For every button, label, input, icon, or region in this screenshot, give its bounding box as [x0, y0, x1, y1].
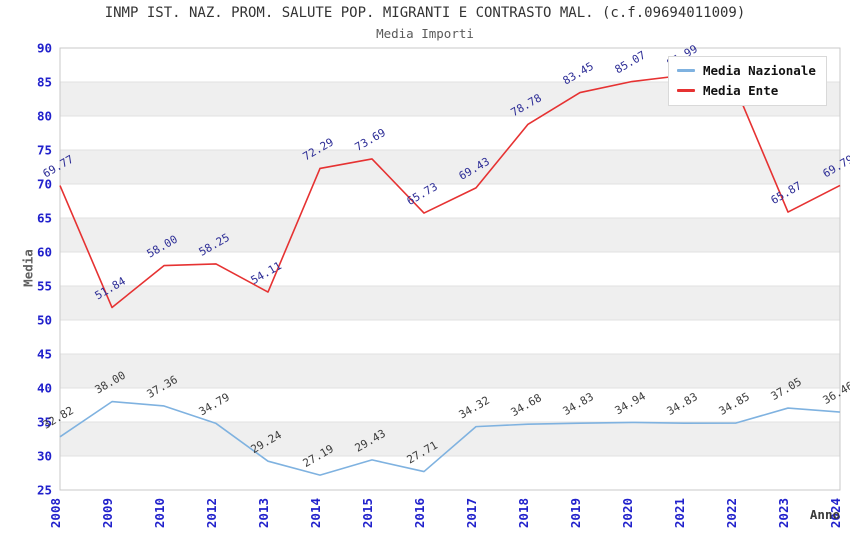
grid-band	[60, 422, 840, 456]
x-tick-label: 2015	[360, 498, 375, 528]
y-tick-label: 40	[37, 381, 52, 396]
x-tick-label: 2008	[48, 498, 63, 528]
legend-item-media-ente: Media Ente	[677, 83, 816, 98]
x-tick-label: 2009	[100, 498, 115, 528]
data-label-nazionale: 34.83	[665, 390, 700, 418]
x-tick-label: 2017	[464, 498, 479, 528]
y-tick-label: 35	[37, 415, 52, 430]
y-tick-label: 90	[37, 41, 52, 56]
y-tick-label: 50	[37, 313, 52, 328]
legend-label-ente: Media Ente	[703, 83, 779, 98]
grid-band	[60, 150, 840, 184]
legend-line-swatch-nazionale	[677, 69, 695, 72]
plot-border	[59, 47, 841, 491]
data-label-nazionale: 34.94	[613, 389, 649, 417]
x-tick-label: 2024	[828, 498, 843, 528]
data-label-nazionale: 34.83	[561, 390, 596, 418]
y-tick-label: 80	[37, 109, 52, 124]
y-tick-label: 55	[37, 279, 52, 294]
y-tick-label: 60	[37, 245, 52, 260]
y-tick-label: 45	[37, 347, 52, 362]
series-line-media-nazionale	[59, 400, 841, 476]
x-tick-label: 2021	[672, 498, 687, 528]
x-tick-label: 2016	[412, 498, 427, 528]
data-label-nazionale: 34.85	[717, 390, 752, 418]
y-tick-label: 75	[37, 143, 52, 158]
chart-subtitle: Media Importi	[376, 26, 474, 41]
y-tick-label: 25	[37, 483, 52, 498]
x-tick-label: 2018	[516, 498, 531, 528]
legend-label-nazionale: Media Nazionale	[703, 63, 816, 78]
legend-line-swatch-ente	[677, 89, 695, 92]
grid-band	[60, 354, 840, 388]
y-axis-title: Media	[20, 249, 36, 287]
chart-title: INMP IST. NAZ. PROM. SALUTE POP. MIGRANT…	[104, 5, 746, 21]
grid-band	[60, 218, 840, 252]
x-tick-label: 2019	[568, 498, 583, 528]
x-tick-label: 2012	[204, 498, 219, 528]
x-tick-label: 2014	[308, 498, 323, 528]
x-tick-label: 2010	[152, 498, 167, 528]
data-label-ente: 54.11	[249, 259, 284, 287]
y-tick-label: 85	[37, 75, 52, 90]
x-tick-label: 2022	[724, 498, 739, 528]
y-tick-label: 65	[37, 211, 52, 226]
x-tick-label: 2013	[256, 498, 271, 528]
x-axis-title: Anno	[809, 507, 840, 522]
y-tick-label: 30	[37, 449, 52, 464]
x-tick-label: 2023	[776, 498, 791, 528]
y-tick-label: 70	[37, 177, 52, 192]
grid-band	[60, 286, 840, 320]
x-tick-label: 2020	[620, 498, 635, 528]
data-label-nazionale: 34.32	[457, 394, 492, 422]
data-label-ente: 85.07	[613, 49, 648, 77]
data-label-nazionale: 34.79	[197, 390, 232, 418]
data-label-nazionale: 34.68	[509, 391, 544, 419]
legend-item-media-nazionale: Media Nazionale	[677, 63, 816, 78]
legend: Media Nazionale Media Ente	[668, 56, 827, 106]
